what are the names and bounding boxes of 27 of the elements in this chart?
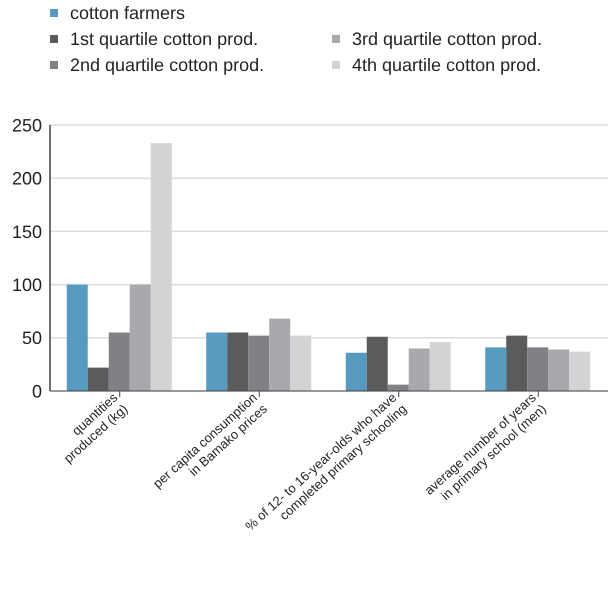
- legend-label: 4th quartile cotton prod.: [352, 54, 542, 76]
- bar: [88, 368, 109, 391]
- y-tick-label: 200: [12, 168, 42, 189]
- bar: [346, 352, 367, 391]
- y-tick-label: 50: [22, 328, 42, 348]
- bar: [548, 350, 570, 391]
- bar: [108, 332, 130, 391]
- bar: [388, 384, 409, 391]
- legend-label: 3rd quartile cotton prod.: [352, 28, 542, 50]
- legend-label: cotton farmers: [70, 2, 186, 24]
- legend-label: 2nd quartile cotton prod.: [70, 54, 264, 76]
- bar: [66, 284, 88, 391]
- y-tick-label: 250: [12, 115, 42, 136]
- bar: [248, 336, 270, 391]
- bar: [227, 332, 248, 391]
- bar: [366, 336, 388, 391]
- bar: [206, 332, 228, 391]
- bar: [485, 347, 506, 391]
- y-tick-label: 0: [32, 381, 42, 402]
- bar: [527, 347, 548, 391]
- y-tick-label: 150: [12, 222, 42, 242]
- legend-label: 1st quartile cotton prod.: [70, 28, 258, 50]
- bar: [408, 348, 430, 391]
- bar: [506, 336, 528, 391]
- bar: [269, 318, 290, 391]
- bar: [130, 284, 151, 391]
- y-tick-label: 100: [12, 274, 42, 295]
